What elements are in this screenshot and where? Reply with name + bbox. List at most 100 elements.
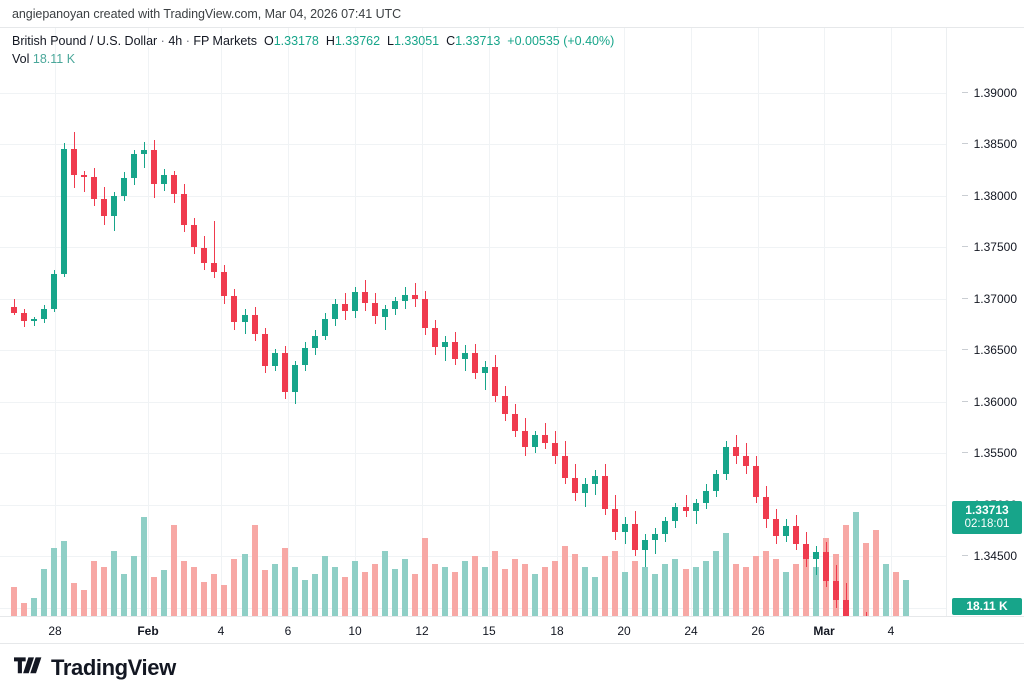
candle-body-bearish	[422, 299, 428, 328]
candle-body-bullish	[402, 294, 408, 302]
candle-body-bearish	[472, 352, 478, 374]
candle-body-bearish	[181, 193, 187, 225]
time-axis-tick: 4	[887, 624, 895, 638]
price-axis[interactable]: 1.39000 1.38500 1.38000 1.37500 1.37000 1.365…	[946, 28, 1024, 616]
candle-body-bullish	[693, 502, 699, 512]
volume-bar	[662, 564, 668, 616]
legend-volume-label[interactable]: Vol	[12, 52, 30, 66]
price-axis-tick: 1.36000	[961, 396, 1017, 408]
legend-interval[interactable]: 4h	[168, 34, 183, 48]
volume-bar	[733, 564, 739, 616]
time-axis[interactable]: 28 Feb 4 6 10 12 15 18 20 24 26 Mar 4	[0, 616, 1024, 643]
gridline-horizontal	[0, 247, 946, 248]
legend-low-value: 1.33051	[393, 34, 440, 48]
price-axis-tick: 1.35500	[961, 447, 1017, 459]
volume-bar	[422, 538, 428, 616]
volume-bar	[462, 561, 468, 616]
price-tick-label: 1.38500	[973, 137, 1017, 151]
chart-frame: British Pound / U.S. Dollar · 4h · FP Ma…	[0, 27, 1024, 644]
volume-bar	[51, 548, 57, 616]
volume-bar	[622, 572, 628, 616]
volume-bar	[252, 525, 258, 616]
volume-bar	[242, 554, 248, 616]
candle-body-bearish	[252, 315, 258, 334]
price-tick-dash	[961, 555, 968, 556]
candle-body-bullish	[703, 490, 709, 503]
tradingview-logo-icon	[14, 656, 42, 680]
candle-wick	[485, 360, 486, 390]
candle-body-bullish	[352, 291, 358, 312]
price-tick-dash	[961, 143, 968, 144]
volume-bar	[492, 551, 498, 616]
volume-bar	[713, 551, 719, 616]
volume-bar	[723, 533, 729, 616]
legend-open-value: 1.33178	[273, 34, 319, 48]
candle-body-bullish	[121, 178, 127, 196]
plot-area[interactable]	[0, 28, 946, 616]
time-axis-tick: 26	[751, 624, 765, 638]
candle-wick	[585, 478, 586, 508]
legend-change-value: +0.00535 (+0.40%)	[507, 34, 615, 48]
candle-body-bearish	[823, 552, 829, 582]
candle-body-bearish	[81, 175, 87, 178]
candle-wick	[816, 546, 817, 576]
volume-bar	[472, 556, 478, 616]
candle-body-bearish	[452, 342, 458, 359]
candle-body-bearish	[753, 465, 759, 497]
volume-bar	[432, 564, 438, 616]
candle-body-bullish	[31, 318, 37, 321]
gridline-vertical	[55, 28, 56, 616]
candle-body-bearish	[683, 507, 689, 512]
watermark-text: angiepanoyan created with TradingView.co…	[12, 7, 402, 21]
volume-badge: 18.11 K	[952, 598, 1022, 615]
time-axis-tick: 4	[217, 624, 225, 638]
volume-bar	[452, 572, 458, 616]
candle-body-bearish	[201, 247, 207, 263]
volume-bar	[602, 556, 608, 616]
volume-bar	[11, 587, 17, 616]
volume-bar	[61, 541, 67, 616]
gridline-horizontal	[0, 93, 946, 94]
volume-bar	[763, 551, 769, 616]
candle-body-bullish	[462, 352, 468, 359]
volume-bar	[221, 585, 227, 616]
gridline-vertical	[489, 28, 490, 616]
price-tick-dash	[961, 195, 968, 196]
candle-body-bearish	[221, 272, 227, 296]
candle-body-bearish	[21, 313, 27, 321]
price-axis-tick: 1.39000	[961, 87, 1017, 99]
candle-body-bearish	[412, 294, 418, 299]
candle-body-bullish	[482, 366, 488, 374]
candle-body-bearish	[512, 414, 518, 431]
volume-bar	[41, 569, 47, 616]
volume-bar	[572, 554, 578, 616]
candle-body-bearish	[91, 177, 97, 200]
candle-body-bullish	[442, 342, 448, 348]
legend-symbol[interactable]: British Pound / U.S. Dollar	[12, 34, 158, 48]
footer-branding: TradingView	[14, 655, 176, 681]
gridline-vertical	[624, 28, 625, 616]
candle-body-bearish	[11, 307, 17, 314]
gridline-horizontal	[0, 453, 946, 454]
volume-bar	[502, 569, 508, 616]
chart-legend[interactable]: British Pound / U.S. Dollar · 4h · FP Ma…	[12, 33, 614, 68]
volume-bar	[21, 603, 27, 616]
candle-body-bearish	[372, 303, 378, 317]
candle-body-bullish	[532, 434, 538, 448]
candle-body-bullish	[382, 309, 388, 317]
gridline-vertical	[824, 28, 825, 616]
volume-bar	[532, 574, 538, 616]
volume-bar	[332, 567, 338, 616]
candle-wick	[245, 309, 246, 335]
legend-exchange[interactable]: FP Markets	[193, 34, 257, 48]
volume-bar	[382, 551, 388, 616]
legend-close-key: C	[446, 34, 456, 48]
candle-body-bullish	[161, 175, 167, 184]
gridline-horizontal	[0, 299, 946, 300]
candle-body-bullish	[652, 533, 658, 540]
volume-bar	[853, 512, 859, 616]
gridline-horizontal	[0, 402, 946, 403]
time-axis-tick: Mar	[813, 624, 835, 638]
volume-bar	[292, 567, 298, 616]
